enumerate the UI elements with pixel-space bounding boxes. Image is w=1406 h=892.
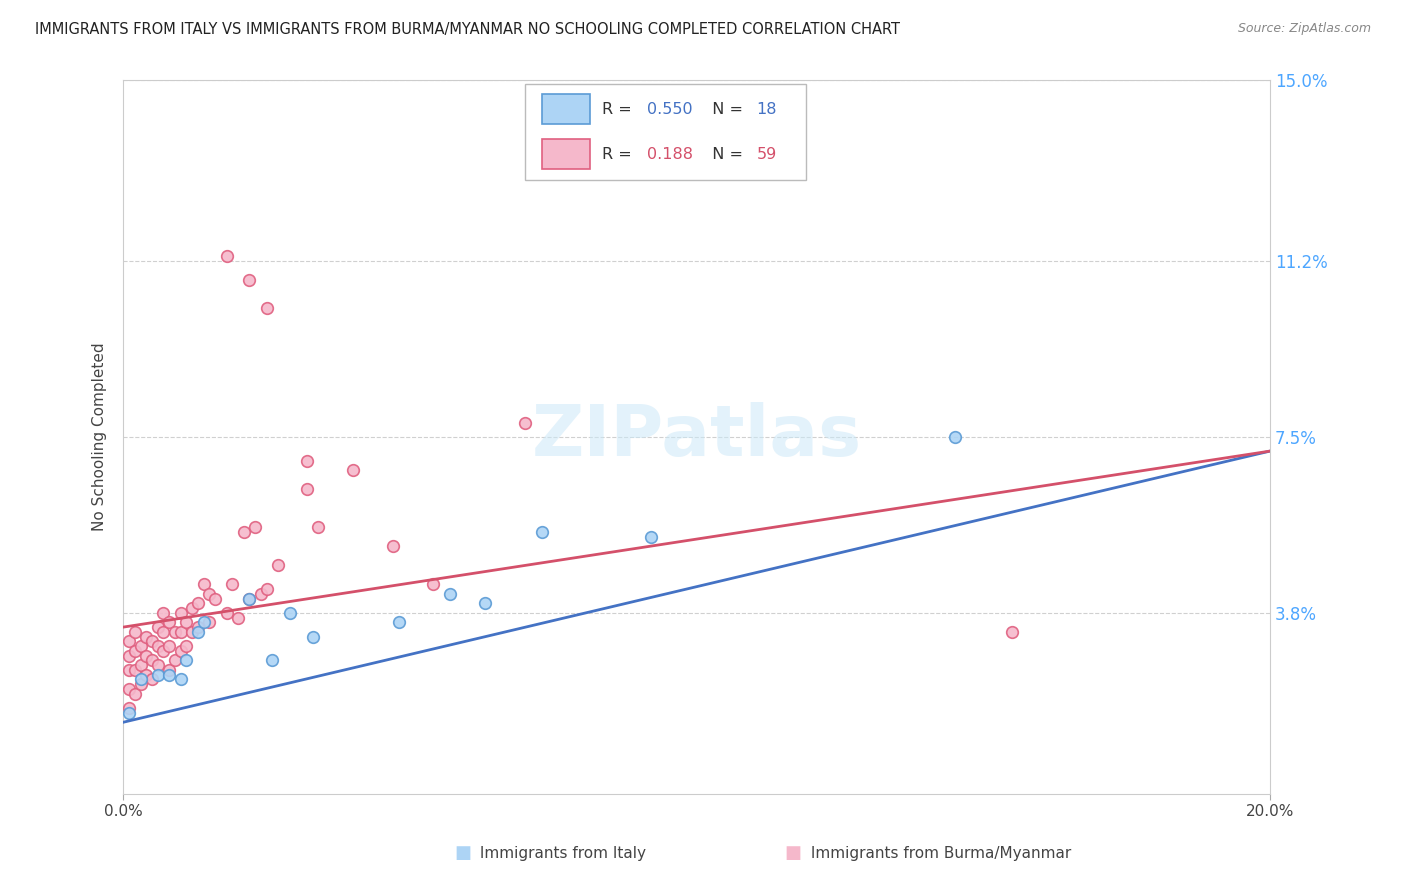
Text: 0.188: 0.188 xyxy=(647,146,693,161)
Text: Source: ZipAtlas.com: Source: ZipAtlas.com xyxy=(1237,22,1371,36)
FancyBboxPatch shape xyxy=(524,84,806,180)
Point xyxy=(124,687,146,701)
Point xyxy=(176,615,198,630)
Point xyxy=(342,463,364,477)
Text: ■: ■ xyxy=(785,844,801,862)
Text: R =: R = xyxy=(602,102,637,117)
Point xyxy=(187,624,209,639)
Point xyxy=(187,620,209,634)
Point xyxy=(295,453,318,467)
Point xyxy=(474,596,496,610)
Point xyxy=(152,606,174,620)
Text: 59: 59 xyxy=(756,146,776,161)
Point xyxy=(198,615,221,630)
Point xyxy=(215,606,238,620)
Point xyxy=(163,653,186,667)
Point xyxy=(262,653,284,667)
Point xyxy=(232,524,254,539)
Point xyxy=(181,624,204,639)
Text: ZIPatlas: ZIPatlas xyxy=(531,402,862,471)
Point xyxy=(238,591,260,606)
Text: 0.550: 0.550 xyxy=(647,102,693,117)
Point xyxy=(146,667,169,681)
Text: IMMIGRANTS FROM ITALY VS IMMIGRANTS FROM BURMA/MYANMAR NO SCHOOLING COMPLETED CO: IMMIGRANTS FROM ITALY VS IMMIGRANTS FROM… xyxy=(35,22,900,37)
Point xyxy=(640,530,662,544)
Point xyxy=(278,606,301,620)
FancyBboxPatch shape xyxy=(541,139,591,169)
Point xyxy=(163,624,186,639)
Point xyxy=(204,591,226,606)
Point xyxy=(129,639,152,653)
Point xyxy=(169,644,191,658)
Point xyxy=(381,539,404,553)
Point xyxy=(301,630,323,644)
Point xyxy=(141,634,163,648)
Point xyxy=(422,577,444,591)
Point xyxy=(146,658,169,673)
Point xyxy=(157,639,180,653)
Point xyxy=(135,667,157,681)
Point xyxy=(295,482,318,496)
Y-axis label: No Schooling Completed: No Schooling Completed xyxy=(93,343,107,531)
Text: R =: R = xyxy=(602,146,637,161)
Point xyxy=(118,634,141,648)
Point xyxy=(238,591,260,606)
Text: N =: N = xyxy=(703,102,748,117)
Point xyxy=(141,673,163,687)
Point xyxy=(243,520,266,534)
Point xyxy=(221,577,243,591)
Text: N =: N = xyxy=(703,146,748,161)
Point xyxy=(169,606,191,620)
Point xyxy=(193,577,215,591)
Text: Immigrants from Burma/Myanmar: Immigrants from Burma/Myanmar xyxy=(806,847,1071,861)
Point xyxy=(387,615,409,630)
Point xyxy=(129,673,152,687)
Point xyxy=(124,644,146,658)
Point xyxy=(157,667,180,681)
FancyBboxPatch shape xyxy=(541,95,591,124)
Point xyxy=(129,658,152,673)
Point xyxy=(176,639,198,653)
Point xyxy=(181,601,204,615)
Point xyxy=(439,587,461,601)
Point xyxy=(1001,624,1024,639)
Point xyxy=(169,624,191,639)
Point xyxy=(943,430,966,444)
Point xyxy=(187,596,209,610)
Point xyxy=(146,639,169,653)
Point xyxy=(152,624,174,639)
Point xyxy=(256,582,278,596)
Point xyxy=(267,558,290,573)
Point xyxy=(124,663,146,677)
Point xyxy=(118,663,141,677)
Point xyxy=(157,615,180,630)
Point xyxy=(135,630,157,644)
Point xyxy=(226,610,249,624)
Point xyxy=(124,624,146,639)
Point xyxy=(118,681,141,696)
Point xyxy=(135,648,157,663)
Point xyxy=(256,301,278,316)
Point xyxy=(198,587,221,601)
Point xyxy=(307,520,329,534)
Point xyxy=(118,648,141,663)
Point xyxy=(530,524,553,539)
Text: 18: 18 xyxy=(756,102,778,117)
Point xyxy=(193,615,215,630)
Point xyxy=(129,677,152,691)
Point xyxy=(238,273,260,287)
Point xyxy=(250,587,273,601)
Point xyxy=(169,673,191,687)
Point xyxy=(513,416,536,430)
Point xyxy=(157,663,180,677)
Point xyxy=(152,644,174,658)
Point xyxy=(215,249,238,263)
Text: Immigrants from Italy: Immigrants from Italy xyxy=(475,847,647,861)
Point xyxy=(141,653,163,667)
Point xyxy=(176,653,198,667)
Point xyxy=(146,620,169,634)
Point xyxy=(118,706,141,720)
Point xyxy=(118,701,141,715)
Text: ■: ■ xyxy=(454,844,471,862)
